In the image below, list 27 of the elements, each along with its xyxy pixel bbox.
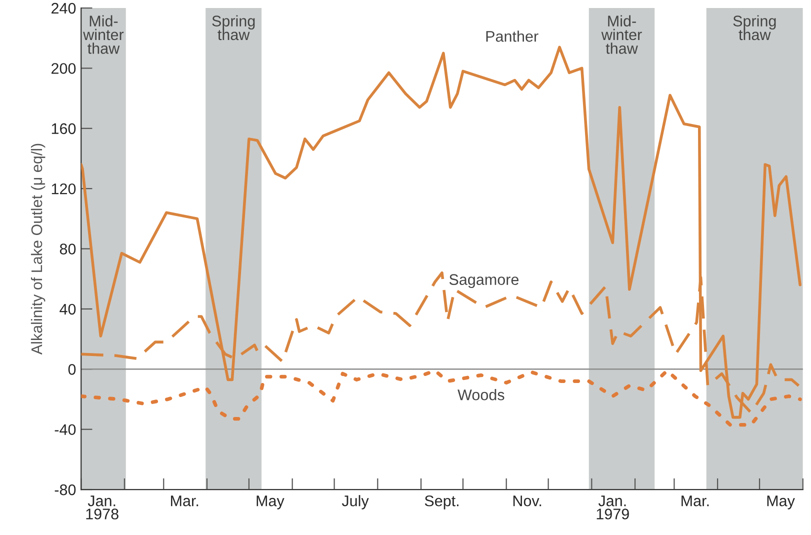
x-tick-label: Mar. bbox=[682, 496, 709, 506]
y-tick-label: -80 bbox=[54, 484, 76, 496]
x-tick-label: May bbox=[767, 496, 795, 510]
band-label: Spring thaw bbox=[733, 15, 776, 40]
line-series bbox=[81, 368, 802, 427]
x-tick-label: Jan. 1979 bbox=[596, 496, 629, 520]
x-tick-label: Jan. 1978 bbox=[86, 496, 118, 520]
band-label: Spring thaw bbox=[212, 15, 255, 40]
y-tick-label: 200 bbox=[52, 63, 76, 74]
series-label: Woods bbox=[458, 389, 504, 400]
band-label: Mid- winter thaw bbox=[83, 15, 124, 54]
y-tick-label: 160 bbox=[52, 123, 76, 134]
series-label: Panther bbox=[486, 30, 538, 42]
x-tick-label: May bbox=[256, 496, 284, 510]
y-tick-label: 120 bbox=[52, 183, 76, 194]
y-tick-label: 40 bbox=[60, 304, 76, 315]
x-tick-label: Mar. bbox=[171, 496, 198, 506]
band-label: Mid- winter thaw bbox=[601, 15, 642, 54]
y-tick-label: 0 bbox=[68, 364, 76, 375]
y-axis-title: Alkalinity of Lake Outlet (μ eq/l) bbox=[30, 144, 46, 355]
y-tick-label: 80 bbox=[60, 244, 76, 254]
x-tick-label: Sept. bbox=[424, 495, 458, 510]
x-tick-label: July bbox=[342, 495, 369, 510]
y-tick-label: -40 bbox=[54, 424, 76, 436]
x-tick-label: Nov. bbox=[513, 496, 542, 506]
y-tick-label: 240 bbox=[52, 2, 76, 14]
series-label: Sagamore bbox=[449, 274, 519, 288]
